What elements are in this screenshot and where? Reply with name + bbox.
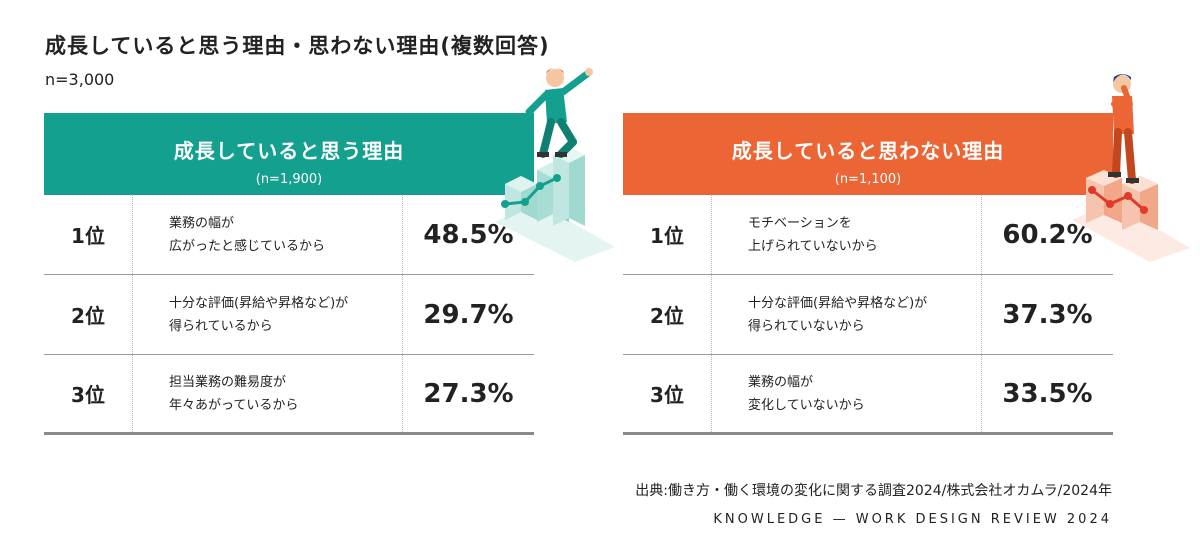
table-row: 3位 担当業務の難易度が 年々あがっているから 27.3% [44, 355, 534, 435]
percent-value: 37.3% [1002, 299, 1093, 330]
panel-header: 成長していると思う理由 (n=1,900) [44, 113, 534, 195]
rank-label: 1位 [623, 195, 712, 274]
table-row: 3位 業務の幅が 変化していないから 33.5% [623, 355, 1113, 435]
rising-businessman-illustration [495, 68, 615, 262]
panel-title: 成長していると思わない理由 [731, 139, 1005, 163]
rank-label: 3位 [44, 355, 133, 432]
table-row: 2位 十分な評価(昇給や昇格など)が 得られていないから 37.3% [623, 275, 1113, 355]
reason-text: 十分な評価(昇給や昇格など)が 得られているから [133, 275, 403, 354]
panel-not-growing-reasons: 成長していると思わない理由 (n=1,100) 1位 モチベーションを 上げられ… [623, 113, 1113, 435]
thinking-businessman-illustration [1072, 74, 1190, 262]
table-row: 1位 業務の幅が 広がったと感じているから 48.5% [44, 195, 534, 275]
reason-text: モチベーションを 上げられていないから [712, 195, 982, 274]
rank-label: 2位 [44, 275, 133, 354]
percent-value: 27.3% [423, 378, 514, 409]
panel-sample-size: (n=1,900) [255, 172, 323, 187]
percent-value: 48.5% [423, 219, 514, 250]
reason-text: 担当業務の難易度が 年々あがっているから [133, 355, 403, 432]
reason-text: 業務の幅が 広がったと感じているから [133, 195, 403, 274]
page-title: 成長していると思う理由・思わない理由(複数回答) [45, 34, 550, 58]
panel-header: 成長していると思わない理由 (n=1,100) [623, 113, 1113, 195]
rank-label: 3位 [623, 355, 712, 432]
rank-label: 2位 [623, 275, 712, 354]
rank-label: 1位 [44, 195, 133, 274]
panel-growing-reasons: 成長していると思う理由 (n=1,900) 1位 業務の幅が 広がったと感じてい… [44, 113, 534, 435]
panel-title: 成長していると思う理由 [173, 139, 405, 163]
table-row: 1位 モチベーションを 上げられていないから 60.2% [623, 195, 1113, 275]
percent-value: 29.7% [423, 299, 514, 330]
reason-text: 業務の幅が 変化していないから [712, 355, 982, 432]
percent-value: 33.5% [1002, 378, 1093, 409]
reason-text: 十分な評価(昇給や昇格など)が 得られていないから [712, 275, 982, 354]
percent-value: 60.2% [1002, 219, 1093, 250]
sample-size: n=3,000 [45, 70, 115, 89]
panel-sample-size: (n=1,100) [834, 172, 902, 187]
brand-footer: KNOWLEDGE — WORK DESIGN REVIEW 2024 [713, 512, 1112, 527]
source-note: 出典:働き方・働く環境の変化に関する調査2024/株式会社オカムラ/2024年 [635, 483, 1112, 499]
table-row: 2位 十分な評価(昇給や昇格など)が 得られているから 29.7% [44, 275, 534, 355]
